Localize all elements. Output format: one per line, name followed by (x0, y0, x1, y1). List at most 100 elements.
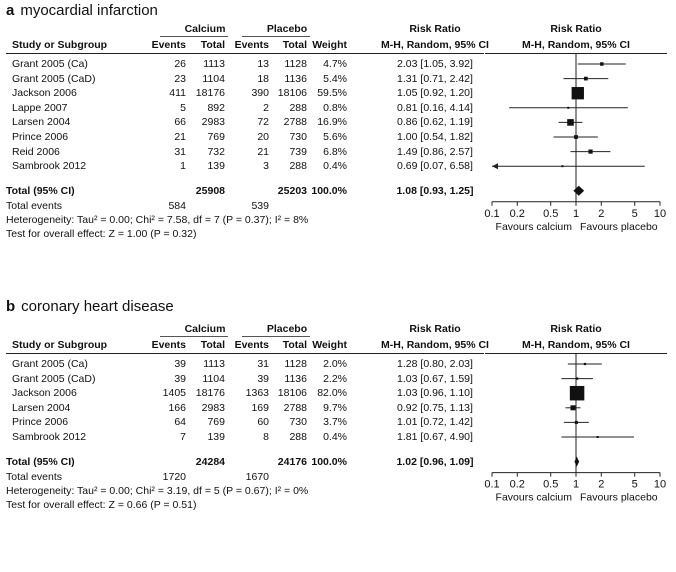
placebo-total: 18106 (277, 387, 307, 400)
study-weight: 2.2% (323, 372, 347, 385)
total-label: Total (95% CI) (6, 455, 75, 468)
x-tick-label: 2 (598, 208, 604, 220)
calcium-total: 1104 (202, 372, 225, 385)
calcium-header-underline (160, 336, 228, 337)
calcium-total: 769 (207, 416, 225, 429)
total-calcium: 24284 (195, 455, 225, 468)
placebo-total: 1128 (284, 58, 307, 70)
panel-title: b coronary heart disease (6, 298, 174, 315)
study-name: Prince 2006 (12, 416, 69, 429)
placebo-total: 288 (289, 431, 307, 443)
calcium-events: 66 (174, 116, 186, 129)
study-ci-text: 1.49 [0.86, 2.57] (397, 145, 473, 158)
header-placebo-total: Total (282, 39, 307, 51)
header-calcium-events: Events (151, 39, 186, 51)
header-risk-ratio: Risk Ratio (409, 23, 461, 35)
calcium-events: 39 (174, 372, 186, 385)
favours-right-label: Favours placebo (580, 221, 658, 233)
placebo-total: 730 (289, 416, 307, 429)
calcium-events: 26 (174, 58, 186, 70)
placebo-total: 2788 (283, 401, 307, 414)
x-tick-label: 0.5 (543, 479, 558, 491)
study-weight: 5.4% (323, 72, 347, 85)
x-tick-label: 0.2 (510, 208, 525, 220)
calcium-events: 166 (168, 401, 186, 414)
study-weight: 0.8% (323, 101, 347, 114)
calcium-total: 2983 (201, 116, 225, 129)
study-ci-text: 1.00 [0.54, 1.82] (397, 131, 473, 143)
total-events-calcium: 1720 (162, 470, 186, 483)
study-name: Grant 2005 (Ca) (12, 358, 88, 370)
study-ci-text: 1.28 [0.80, 2.03] (397, 358, 473, 370)
study-ci-text: 2.03 [1.05, 3.92] (397, 58, 473, 70)
x-tick-label: 1 (573, 479, 579, 491)
calcium-total: 1104 (202, 72, 225, 85)
total-events-label: Total events (6, 470, 63, 483)
x-tick-label: 10 (654, 208, 666, 220)
panel-title: a myocardial infarction (6, 2, 158, 19)
header-placebo-events: Events (234, 39, 269, 51)
header-calcium-total: Total (200, 339, 225, 351)
total-diamond (574, 456, 580, 467)
header-rule (6, 53, 484, 54)
study-square (570, 405, 576, 411)
study-ci-text: 0.81 [0.16, 4.14] (397, 101, 473, 114)
header-risk-ratio-plot: Risk Ratio (550, 23, 602, 35)
study-weight: 82.0% (317, 387, 347, 400)
placebo-events: 31 (257, 358, 269, 370)
calcium-events: 411 (169, 87, 186, 100)
study-weight: 9.7% (323, 401, 347, 414)
placebo-header-underline (242, 336, 310, 337)
header-method-plot: M-H, Random, 95% CI (522, 39, 630, 51)
header-rule (6, 353, 484, 354)
study-name: Jackson 2006 (12, 387, 77, 400)
placebo-events: 2 (263, 101, 269, 114)
study-square (574, 420, 578, 424)
header-weight: Weight (312, 339, 347, 351)
header-placebo: Placebo (266, 23, 308, 35)
x-tick-label: 0.1 (484, 208, 499, 220)
study-ci-text: 0.92 [0.75, 1.13] (397, 401, 473, 414)
calcium-total: 18176 (195, 87, 225, 100)
calcium-events: 5 (180, 101, 186, 114)
total-label: Total (95% CI) (6, 184, 75, 197)
total-ci-text: 1.02 [0.96, 1.09] (396, 455, 474, 468)
study-name: Lappe 2007 (12, 101, 68, 114)
study-ci-text: 1.03 [0.67, 1.59] (397, 372, 473, 385)
placebo-total: 288 (289, 101, 307, 114)
placebo-header-underline (242, 36, 310, 37)
study-square (574, 135, 578, 139)
placebo-total: 739 (289, 145, 307, 158)
placebo-total: 288 (289, 160, 307, 173)
placebo-events: 390 (251, 87, 269, 100)
x-tick-label: 0.2 (510, 479, 525, 491)
placebo-total: 730 (289, 131, 307, 143)
overall-effect-text: Test for overall effect: Z = 1.00 (P = 0… (6, 227, 197, 240)
calcium-total: 732 (207, 145, 225, 158)
header-calcium-total: Total (200, 39, 225, 51)
study-ci-text: 0.69 [0.07, 6.58] (397, 160, 473, 173)
placebo-events: 39 (257, 372, 269, 385)
total-placebo: 25203 (277, 184, 307, 197)
study-name: Larsen 2004 (12, 401, 71, 414)
calcium-total: 18176 (195, 387, 225, 400)
panel-letter: b (6, 298, 16, 315)
forest-plot-coronary-heart-disease: b coronary heart disease Calcium Placebo Ri… (0, 272, 676, 541)
study-square (571, 87, 584, 100)
study-weight: 5.6% (323, 131, 347, 143)
calcium-events: 23 (174, 72, 186, 85)
placebo-total: 1136 (284, 72, 307, 85)
study-weight: 2.0% (323, 358, 347, 370)
total-events-label: Total events (6, 199, 63, 212)
x-tick-label: 0.5 (543, 208, 558, 220)
study-ci-text: 0.86 [0.62, 1.19] (397, 116, 473, 129)
calcium-events: 1 (180, 160, 186, 173)
ci-arrow (492, 163, 498, 170)
study-weight: 3.7% (323, 416, 347, 429)
study-ci-text: 1.01 [0.72, 1.42] (397, 416, 473, 429)
calcium-total: 139 (207, 431, 225, 443)
favours-right-label: Favours placebo (580, 492, 658, 504)
total-weight: 100.0% (311, 184, 347, 197)
calcium-events: 39 (174, 358, 186, 370)
placebo-events: 18 (257, 72, 269, 85)
